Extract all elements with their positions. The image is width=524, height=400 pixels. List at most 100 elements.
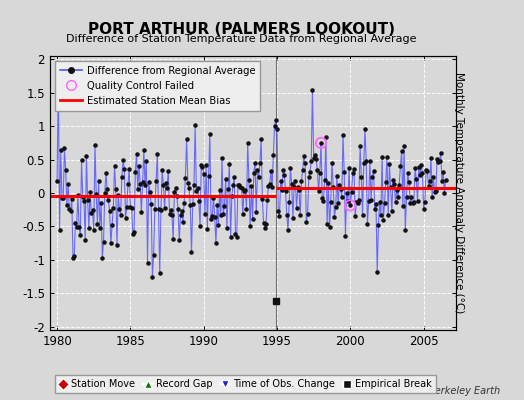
Point [126,204,135,210]
Point [61,166,70,173]
Point [396,163,405,170]
Point [86,189,94,196]
Point [229,182,237,188]
Point [76,232,84,238]
Point [164,167,172,174]
Point [146,188,154,195]
Point [348,170,357,176]
Point [170,189,179,196]
Point [260,225,269,232]
Point [361,126,369,133]
Point [412,176,420,182]
Point [178,208,186,214]
Point [127,205,136,211]
Point [332,204,340,210]
Point [65,206,73,213]
Point [401,227,409,233]
Point [328,160,336,166]
Point [209,194,217,201]
Point [362,158,370,164]
Point [262,221,270,227]
Point [383,154,391,160]
Point [57,147,65,154]
Point [289,214,297,221]
Point [350,166,358,172]
Point [120,165,128,172]
Point [406,200,414,207]
Point [258,196,267,202]
Point [98,254,106,261]
Point [192,188,201,194]
Point [168,212,176,218]
Point [346,202,355,209]
Point [429,174,438,181]
Point [430,189,439,196]
Point [244,140,252,146]
Point [416,172,424,178]
Point [92,190,101,197]
Point [268,184,276,190]
Point [129,231,137,237]
Point [241,186,249,193]
Point [144,260,152,266]
Point [71,220,80,227]
Point [82,153,91,160]
Point [293,184,302,190]
Point [340,169,348,176]
Point [186,202,194,208]
Point [103,186,112,192]
Legend: Difference from Regional Average, Quality Control Failed, Estimated Station Mean: Difference from Regional Average, Qualit… [55,61,260,111]
Point [165,211,173,218]
Point [434,158,442,165]
Point [167,207,175,213]
Point [115,206,124,212]
Point [215,187,224,194]
Text: Berkeley Earth: Berkeley Earth [428,386,500,396]
Point [58,195,66,201]
Point [205,131,214,138]
Point [286,165,294,171]
Point [156,270,164,276]
Point [122,215,130,222]
Point [436,150,445,156]
Point [147,201,156,208]
Point [252,209,260,215]
Point [123,204,131,210]
Point [112,186,120,192]
Point [275,213,283,219]
Point [281,188,290,194]
Point [295,187,303,193]
Point [352,199,361,205]
Point [333,173,341,180]
Point [201,211,209,217]
Point [213,202,221,208]
Point [248,216,257,222]
Point [80,198,88,204]
Point [218,155,226,161]
Point [433,156,441,162]
Point [255,174,263,180]
Point [336,186,345,192]
Point [318,195,326,202]
Point [253,167,261,173]
Point [108,222,116,228]
Point [315,170,324,176]
Text: PORT ARTHUR (PALMERS LOOKOUT): PORT ARTHUR (PALMERS LOOKOUT) [88,22,395,37]
Point [116,212,125,218]
Point [402,194,411,200]
Point [60,145,69,152]
Point [339,132,347,139]
Point [277,178,285,184]
Point [439,169,447,176]
Point [83,196,92,203]
Point [81,236,90,243]
Point [363,221,372,227]
Point [200,171,208,177]
Point [208,213,216,220]
Point [399,203,407,210]
Point [70,253,79,259]
Point [299,166,307,173]
Point [269,152,278,158]
Point [329,184,337,190]
Point [279,167,287,173]
